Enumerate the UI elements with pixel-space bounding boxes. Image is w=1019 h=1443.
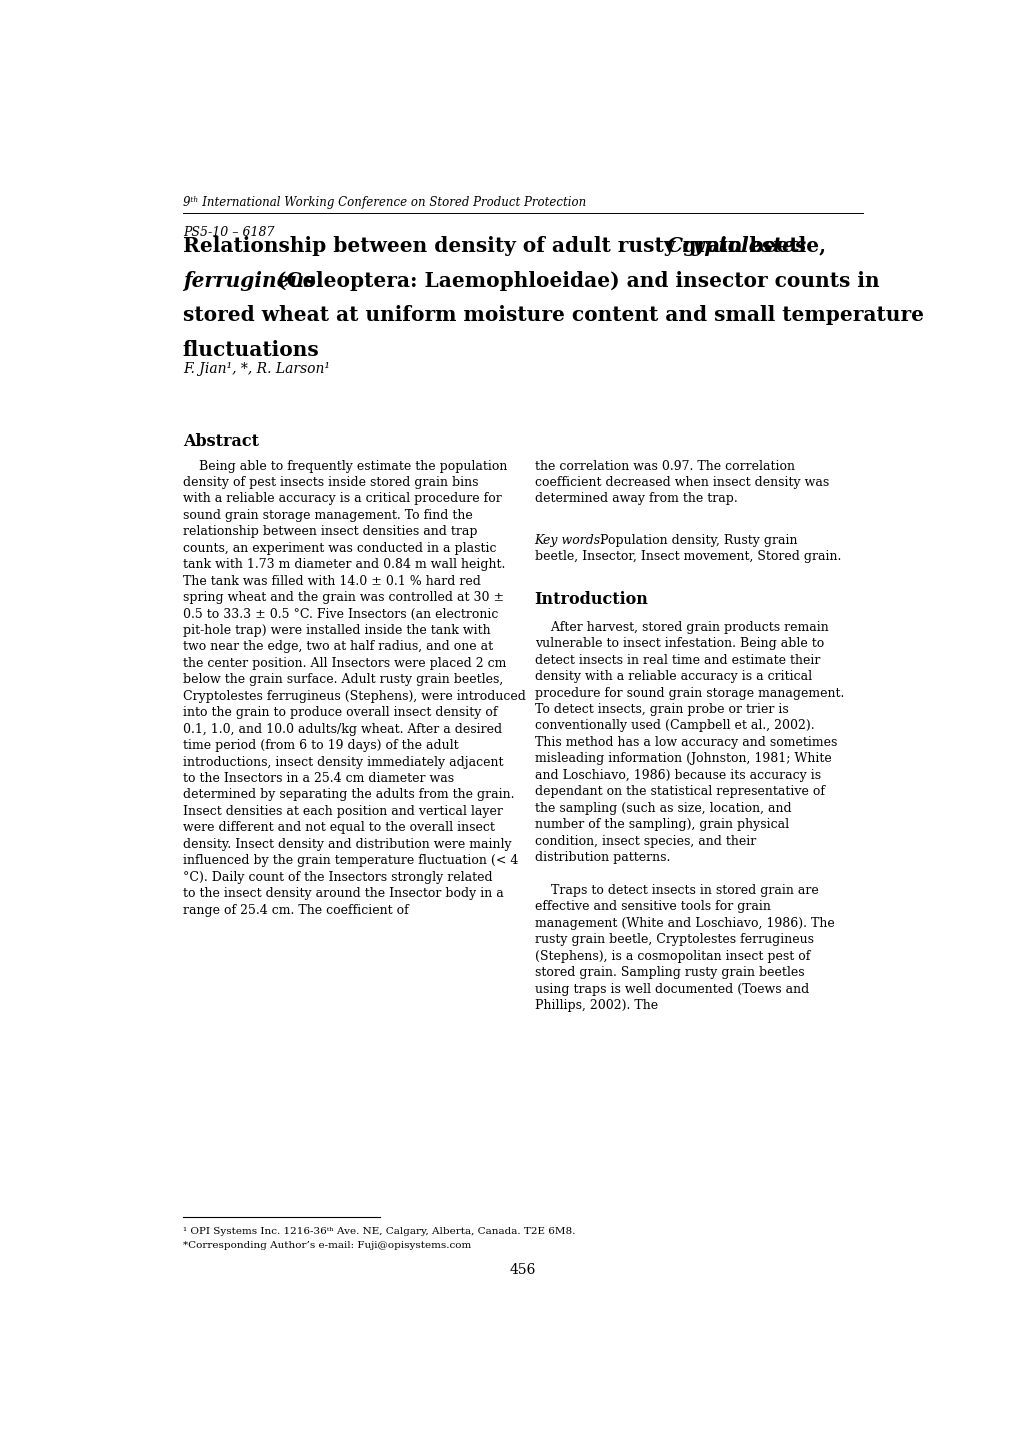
Text: pit-hole trap) were installed inside the tank with: pit-hole trap) were installed inside the… xyxy=(182,623,490,636)
Text: dependant on the statistical representative of: dependant on the statistical representat… xyxy=(534,785,823,798)
Text: The tank was filled with 14.0 ± 0.1 % hard red: The tank was filled with 14.0 ± 0.1 % ha… xyxy=(182,574,480,587)
Text: 9ᵗʰ International Working Conference on Stored Product Protection: 9ᵗʰ International Working Conference on … xyxy=(182,196,586,209)
Text: the correlation was 0.97. The correlation: the correlation was 0.97. The correlatio… xyxy=(534,460,794,473)
Text: with a reliable accuracy is a critical procedure for: with a reliable accuracy is a critical p… xyxy=(182,492,501,505)
Text: Cryptolestes: Cryptolestes xyxy=(666,237,806,257)
Text: into the grain to produce overall insect density of: into the grain to produce overall insect… xyxy=(182,706,497,719)
Text: density. Insect density and distribution were mainly: density. Insect density and distribution… xyxy=(182,838,511,851)
Text: sound grain storage management. To find the: sound grain storage management. To find … xyxy=(182,509,472,522)
Text: the sampling (such as size, location, and: the sampling (such as size, location, an… xyxy=(534,802,791,815)
Text: Being able to frequently estimate the population: Being able to frequently estimate the po… xyxy=(182,460,506,473)
Text: range of 25.4 cm. The coefficient of: range of 25.4 cm. The coefficient of xyxy=(182,903,409,916)
Text: Key words:: Key words: xyxy=(534,534,604,547)
Text: influenced by the grain temperature fluctuation (< 4: influenced by the grain temperature fluc… xyxy=(182,854,518,867)
Text: condition, insect species, and their: condition, insect species, and their xyxy=(534,834,755,847)
Text: °C). Daily count of the Insectors strongly related: °C). Daily count of the Insectors strong… xyxy=(182,870,492,883)
Text: Abstract: Abstract xyxy=(182,433,259,450)
Text: *Corresponding Author’s e-mail: Fuji@opisystems.com: *Corresponding Author’s e-mail: Fuji@opi… xyxy=(182,1241,471,1250)
Text: were different and not equal to the overall insect: were different and not equal to the over… xyxy=(182,821,494,834)
Text: introductions, insect density immediately adjacent: introductions, insect density immediatel… xyxy=(182,756,502,769)
Text: To detect insects, grain probe or trier is: To detect insects, grain probe or trier … xyxy=(534,703,788,716)
Text: Relationship between density of adult rusty grain beetle,: Relationship between density of adult ru… xyxy=(182,237,833,257)
Text: After harvest, stored grain products remain: After harvest, stored grain products rem… xyxy=(534,620,827,633)
Text: Population density, Rusty grain: Population density, Rusty grain xyxy=(596,534,797,547)
Text: Insect densities at each position and vertical layer: Insect densities at each position and ve… xyxy=(182,805,502,818)
Text: rusty grain beetle, Cryptolestes ferrugineus: rusty grain beetle, Cryptolestes ferrugi… xyxy=(534,934,813,947)
Text: Traps to detect insects in stored grain are: Traps to detect insects in stored grain … xyxy=(534,885,817,898)
Text: below the grain surface. Adult rusty grain beetles,: below the grain surface. Adult rusty gra… xyxy=(182,674,502,687)
Text: vulnerable to insect infestation. Being able to: vulnerable to insect infestation. Being … xyxy=(534,638,823,651)
Text: density with a reliable accuracy is a critical: density with a reliable accuracy is a cr… xyxy=(534,670,811,683)
Text: beetle, Insector, Insect movement, Stored grain.: beetle, Insector, Insect movement, Store… xyxy=(534,550,840,563)
Text: (Stephens), is a cosmopolitan insect pest of: (Stephens), is a cosmopolitan insect pes… xyxy=(534,949,809,962)
Text: ferrugineus: ferrugineus xyxy=(182,271,315,290)
Text: F. Jian¹, *, R. Larson¹: F. Jian¹, *, R. Larson¹ xyxy=(182,362,329,375)
Text: 0.5 to 33.3 ± 0.5 °C. Five Insectors (an electronic: 0.5 to 33.3 ± 0.5 °C. Five Insectors (an… xyxy=(182,608,497,620)
Text: time period (from 6 to 19 days) of the adult: time period (from 6 to 19 days) of the a… xyxy=(182,739,458,752)
Text: to the insect density around the Insector body in a: to the insect density around the Insecto… xyxy=(182,887,503,900)
Text: 0.1, 1.0, and 10.0 adults/kg wheat. After a desired: 0.1, 1.0, and 10.0 adults/kg wheat. Afte… xyxy=(182,723,501,736)
Text: (Coleoptera: Laemophloeidae) and insector counts in: (Coleoptera: Laemophloeidae) and insecto… xyxy=(269,271,878,290)
Text: two near the edge, two at half radius, and one at: two near the edge, two at half radius, a… xyxy=(182,641,492,654)
Text: spring wheat and the grain was controlled at 30 ±: spring wheat and the grain was controlle… xyxy=(182,592,503,605)
Text: 456: 456 xyxy=(510,1263,535,1277)
Text: fluctuations: fluctuations xyxy=(182,339,319,359)
Text: Phillips, 2002). The: Phillips, 2002). The xyxy=(534,999,657,1012)
Text: and Loschiavo, 1986) because its accuracy is: and Loschiavo, 1986) because its accurac… xyxy=(534,769,820,782)
Text: number of the sampling), grain physical: number of the sampling), grain physical xyxy=(534,818,788,831)
Text: stored grain. Sampling rusty grain beetles: stored grain. Sampling rusty grain beetl… xyxy=(534,965,803,980)
Text: using traps is well documented (Toews and: using traps is well documented (Toews an… xyxy=(534,983,808,996)
Text: conventionally used (Campbell et al., 2002).: conventionally used (Campbell et al., 20… xyxy=(534,720,813,733)
Text: determined by separating the adults from the grain.: determined by separating the adults from… xyxy=(182,788,514,801)
Text: to the Insectors in a 25.4 cm diameter was: to the Insectors in a 25.4 cm diameter w… xyxy=(182,772,453,785)
Text: the center position. All Insectors were placed 2 cm: the center position. All Insectors were … xyxy=(182,657,505,670)
Text: relationship between insect densities and trap: relationship between insect densities an… xyxy=(182,525,477,538)
Text: misleading information (Johnston, 1981; White: misleading information (Johnston, 1981; … xyxy=(534,752,830,765)
Text: Introduction: Introduction xyxy=(534,592,648,608)
Text: Cryptolestes ferrugineus (Stephens), were introduced: Cryptolestes ferrugineus (Stephens), wer… xyxy=(182,690,525,703)
Text: density of pest insects inside stored grain bins: density of pest insects inside stored gr… xyxy=(182,476,478,489)
Text: coefficient decreased when insect density was: coefficient decreased when insect densit… xyxy=(534,476,828,489)
Text: This method has a low accuracy and sometimes: This method has a low accuracy and somet… xyxy=(534,736,837,749)
Text: tank with 1.73 m diameter and 0.84 m wall height.: tank with 1.73 m diameter and 0.84 m wal… xyxy=(182,558,504,571)
Text: PS5-10 – 6187: PS5-10 – 6187 xyxy=(182,225,274,238)
Text: distribution patterns.: distribution patterns. xyxy=(534,851,669,864)
Text: management (White and Loschiavo, 1986). The: management (White and Loschiavo, 1986). … xyxy=(534,916,834,929)
Text: determined away from the trap.: determined away from the trap. xyxy=(534,492,737,505)
Text: effective and sensitive tools for grain: effective and sensitive tools for grain xyxy=(534,900,769,913)
Text: stored wheat at uniform moisture content and small temperature: stored wheat at uniform moisture content… xyxy=(182,304,923,325)
Text: detect insects in real time and estimate their: detect insects in real time and estimate… xyxy=(534,654,819,667)
Text: procedure for sound grain storage management.: procedure for sound grain storage manage… xyxy=(534,687,843,700)
Text: ¹ OPI Systems Inc. 1216-36ᵗʰ Ave. NE, Calgary, Alberta, Canada. T2E 6M8.: ¹ OPI Systems Inc. 1216-36ᵗʰ Ave. NE, Ca… xyxy=(182,1227,575,1235)
Text: counts, an experiment was conducted in a plastic: counts, an experiment was conducted in a… xyxy=(182,541,496,554)
